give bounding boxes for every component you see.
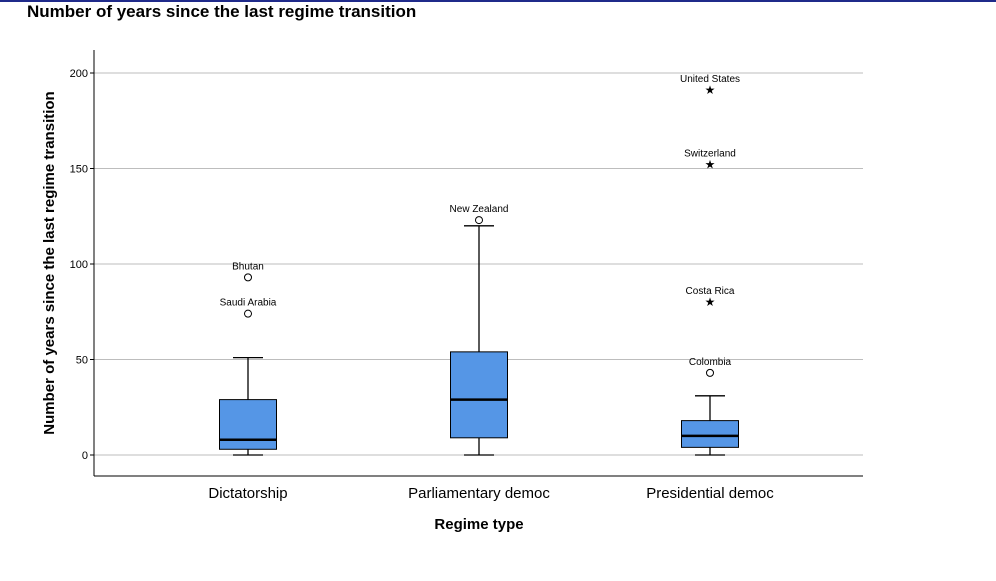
outlier-switzerland: ★Switzerland — [684, 149, 736, 172]
circle-marker — [475, 216, 483, 225]
outlier-new-zealand: New Zealand — [450, 204, 509, 225]
category-label: Presidential democ — [646, 485, 774, 502]
y-ticks: 0 50 100 150 200 — [70, 68, 94, 462]
outlier-label: Bhutan — [232, 261, 264, 272]
y-axis-label: Number of years since the last regime tr… — [41, 91, 58, 434]
y-tick-label: 100 — [70, 259, 88, 271]
boxes — [219, 225, 739, 456]
star-marker: ★ — [705, 158, 716, 172]
category-label: Parliamentary democ — [408, 485, 550, 502]
iqr-box — [681, 420, 739, 448]
outlier-label: United States — [680, 74, 740, 85]
iqr-box — [450, 351, 508, 439]
outlier-united-states: ★United States — [680, 74, 740, 97]
chart-title: Number of years since the last regime tr… — [27, 2, 417, 21]
top-border — [0, 0, 996, 2]
outlier-costa-rica: ★Costa Rica — [686, 286, 735, 309]
y-tick-label: 50 — [76, 355, 88, 367]
y-tick-label: 200 — [70, 68, 88, 80]
box-presidential-democ — [681, 395, 739, 456]
x-axis-label: Regime type — [434, 516, 523, 533]
iqr-box — [219, 399, 277, 450]
circle-marker — [706, 368, 714, 377]
category-label: Dictatorship — [208, 485, 287, 502]
outlier-bhutan: Bhutan — [232, 261, 264, 282]
category-labels: Dictatorship Parliamentary democ President… — [208, 485, 774, 502]
star-marker: ★ — [705, 83, 716, 97]
box-dictatorship — [219, 356, 277, 456]
y-tick-label: 150 — [70, 164, 88, 176]
box-parliamentary-democ — [450, 225, 508, 456]
y-tick-label: 0 — [82, 450, 88, 462]
outlier-label: New Zealand — [450, 204, 509, 215]
outlier-label: Colombia — [689, 357, 732, 368]
outlier-label: Switzerland — [684, 149, 736, 160]
circle-marker — [244, 309, 252, 318]
outlier-colombia: Colombia — [689, 357, 732, 377]
outlier-saudi-arabia: Saudi Arabia — [220, 298, 277, 318]
outlier-label: Saudi Arabia — [220, 298, 277, 309]
star-marker: ★ — [705, 295, 716, 309]
outlier-label: Costa Rica — [686, 286, 735, 297]
circle-marker — [244, 273, 252, 282]
